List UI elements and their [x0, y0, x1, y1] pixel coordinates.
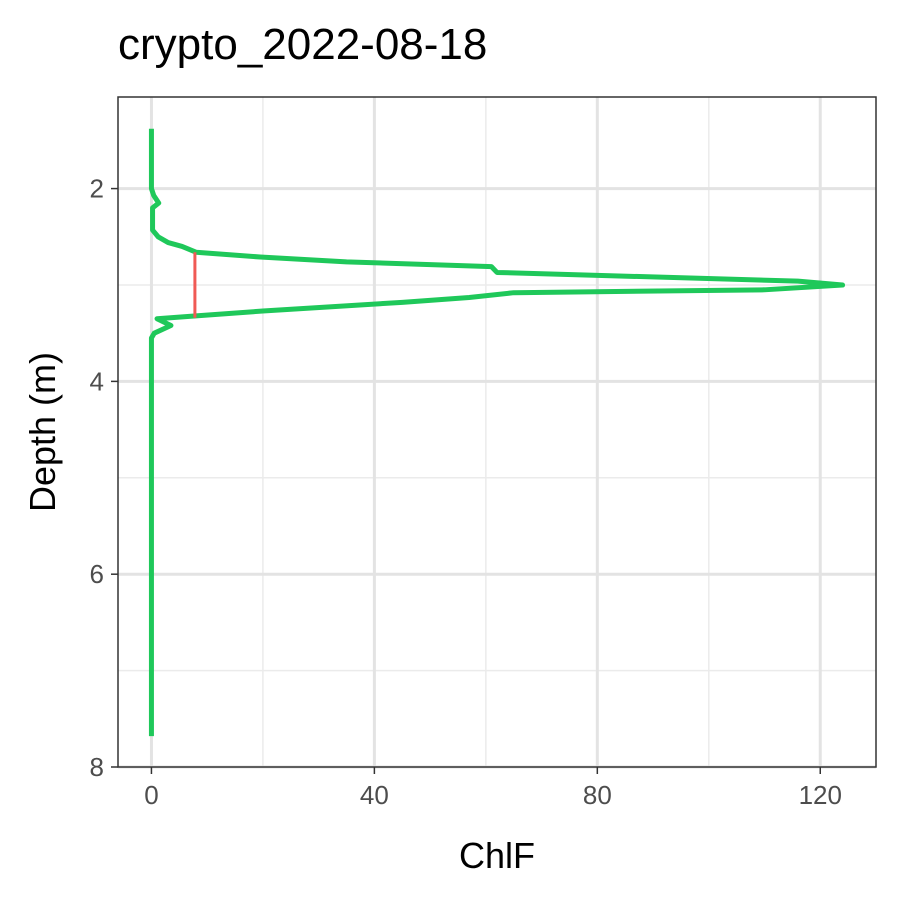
major-gridlines: [118, 97, 876, 769]
x-axis: 0 40 80 120: [144, 767, 842, 810]
x-tick-label: 120: [799, 780, 842, 810]
x-tick-label: 80: [583, 780, 612, 810]
plot-panel-border: [117, 96, 877, 768]
y-tick-label: 4: [90, 366, 104, 396]
y-tick-label: 2: [90, 174, 104, 204]
y-axis-title: Depth (m): [22, 352, 63, 512]
y-tick-label: 8: [90, 752, 104, 782]
y-axis: 2 4 6 8: [90, 174, 118, 782]
x-tick-label: 0: [144, 780, 158, 810]
minor-gridlines: [118, 97, 876, 767]
x-tick-label: 40: [360, 780, 389, 810]
series-line-1: [148, 128, 846, 737]
chart-title: crypto_2022-08-18: [118, 20, 488, 69]
y-tick-label: 6: [90, 559, 104, 589]
x-axis-title: ChlF: [459, 835, 535, 876]
series-layer: [148, 128, 846, 737]
